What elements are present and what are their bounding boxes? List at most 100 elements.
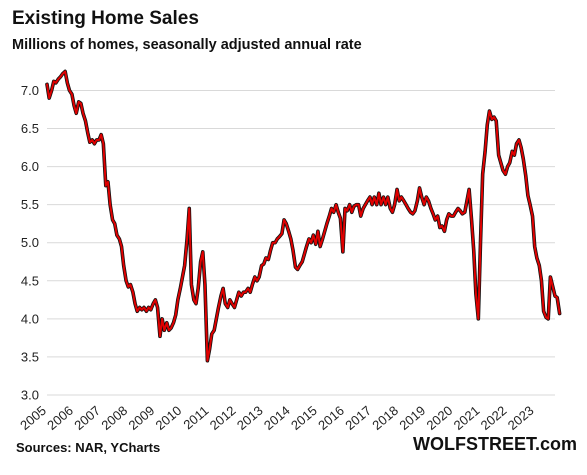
data-point: [480, 242, 481, 243]
data-point: [331, 208, 332, 209]
data-point: [259, 276, 260, 277]
data-point: [559, 313, 560, 314]
data-point: [548, 318, 549, 319]
y-tick-label: 6.0: [21, 159, 39, 174]
data-point: [539, 265, 540, 266]
data-point: [358, 204, 359, 205]
data-point: [392, 212, 393, 213]
data-point: [65, 71, 66, 72]
data-point: [268, 259, 269, 260]
data-point: [342, 251, 343, 252]
data-point: [451, 215, 452, 216]
x-axis: 2005200620072008200920102011201220132014…: [17, 403, 536, 433]
data-point: [128, 286, 129, 287]
data-point: [317, 231, 318, 232]
data-point: [536, 257, 537, 258]
x-tick-label: 2019: [396, 403, 428, 433]
data-point: [189, 208, 190, 209]
x-tick-label: 2012: [207, 403, 239, 433]
data-point: [313, 235, 314, 236]
data-point: [473, 250, 474, 251]
data-point: [502, 170, 503, 171]
data-point: [478, 318, 479, 319]
data-point: [78, 101, 79, 102]
data-point: [209, 349, 210, 350]
data-point: [112, 219, 113, 220]
data-point: [344, 208, 345, 209]
x-tick-label: 2007: [71, 403, 103, 433]
data-point: [80, 103, 81, 104]
data-point: [277, 238, 278, 239]
data-point: [92, 139, 93, 140]
data-point: [464, 212, 465, 213]
data-point: [498, 155, 499, 156]
data-point: [238, 292, 239, 293]
data-point: [541, 280, 542, 281]
data-point: [60, 76, 61, 77]
series-line: [45, 69, 562, 363]
data-point: [107, 181, 108, 182]
data-point: [85, 120, 86, 121]
data-point: [198, 288, 199, 289]
data-point: [417, 200, 418, 201]
data-point: [236, 299, 237, 300]
data-point: [155, 299, 156, 300]
data-point: [356, 204, 357, 205]
data-point: [421, 196, 422, 197]
data-point: [231, 303, 232, 304]
data-point: [177, 299, 178, 300]
data-point: [378, 193, 379, 194]
data-point: [552, 286, 553, 287]
data-point: [385, 204, 386, 205]
data-point: [123, 265, 124, 266]
data-point: [105, 185, 106, 186]
data-point: [139, 307, 140, 308]
data-point: [288, 231, 289, 232]
data-point: [302, 261, 303, 262]
data-point: [220, 295, 221, 296]
series-line-path: [46, 70, 561, 362]
data-point: [225, 303, 226, 304]
source-note: Sources: NAR, YCharts: [16, 440, 161, 455]
data-point: [148, 307, 149, 308]
data-point: [166, 322, 167, 323]
data-point: [283, 219, 284, 220]
data-point: [304, 254, 305, 255]
data-point: [426, 196, 427, 197]
data-point: [353, 206, 354, 207]
y-tick-label: 5.5: [21, 197, 39, 212]
data-point: [394, 204, 395, 205]
data-point: [360, 215, 361, 216]
data-point: [523, 158, 524, 159]
data-point: [410, 212, 411, 213]
data-point: [58, 78, 59, 79]
gridlines: [47, 89, 555, 396]
data-point: [448, 213, 449, 214]
data-point: [493, 117, 494, 118]
data-point: [311, 242, 312, 243]
data-point: [229, 299, 230, 300]
data-point: [89, 142, 90, 143]
data-point: [218, 307, 219, 308]
data-point: [457, 208, 458, 209]
data-point: [256, 280, 257, 281]
data-point: [159, 336, 160, 337]
data-point: [247, 288, 248, 289]
brand-logo: WOLFSTREET.com: [412, 434, 577, 454]
data-point: [315, 244, 316, 245]
data-point: [439, 227, 440, 228]
data-point: [243, 292, 244, 293]
data-point: [432, 213, 433, 214]
data-point: [157, 307, 158, 308]
data-point: [71, 94, 72, 95]
x-tick-label: 2009: [126, 403, 158, 433]
data-point: [444, 231, 445, 232]
data-point: [82, 113, 83, 114]
data-point: [338, 212, 339, 213]
data-point: [286, 223, 287, 224]
data-point: [367, 200, 368, 201]
y-tick-label: 3.0: [21, 388, 39, 403]
data-point: [141, 309, 142, 310]
data-point: [180, 288, 181, 289]
data-point: [349, 204, 350, 205]
